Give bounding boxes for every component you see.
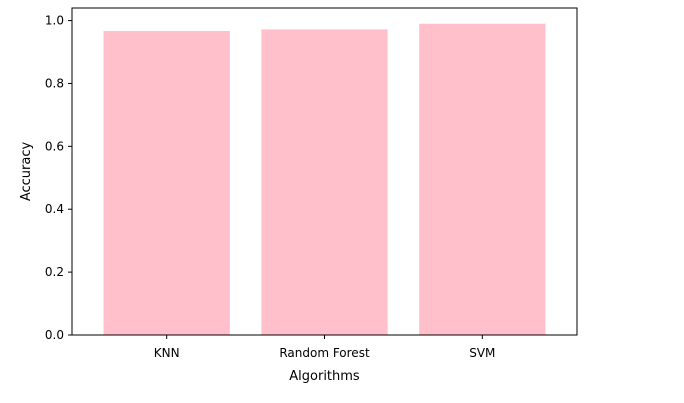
bar-random-forest [261, 29, 388, 336]
plot-frame [71, 7, 578, 336]
x-tick-label: SVM [469, 346, 495, 360]
y-tick-label: 0.4 [45, 202, 64, 216]
y-tick-label: 1.0 [45, 14, 64, 28]
y-tick-label: 0.6 [45, 139, 64, 153]
y-tick-label: 0.0 [45, 328, 64, 342]
bar-knn [103, 30, 230, 336]
y-axis-label: Accuracy [19, 142, 34, 202]
y-tick-label: 0.2 [45, 265, 64, 279]
x-tick-label: Random Forest [279, 346, 370, 360]
bars-layer [103, 23, 546, 336]
x-tick-label: KNN [154, 346, 180, 360]
x-axis-label: Algorithms [289, 369, 360, 384]
y-tick-label: 0.8 [45, 76, 64, 90]
axes-layer: KNN Random Forest SVM 0.0 0.2 0.4 0.6 0.8 1.0 [45, 7, 578, 360]
bar-svm [419, 23, 546, 335]
